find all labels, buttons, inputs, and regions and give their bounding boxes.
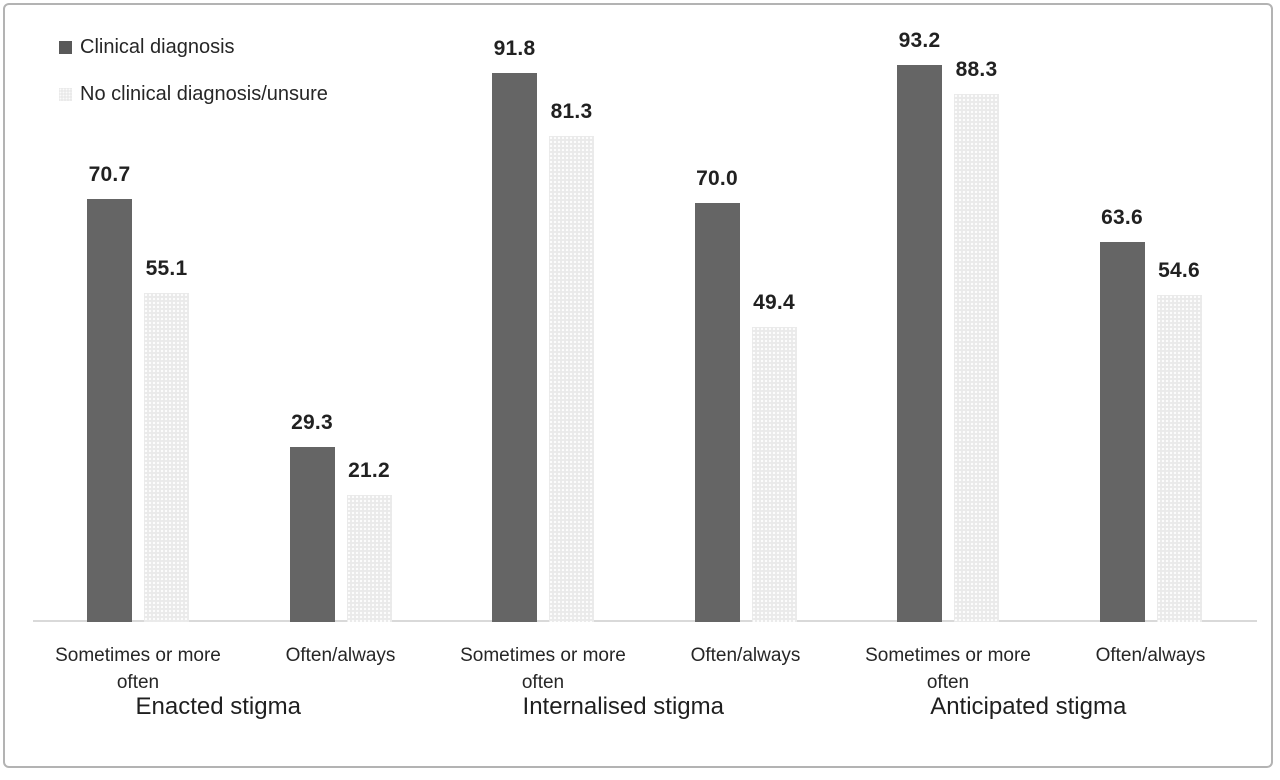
category-tick-label: Often/always [226, 642, 456, 669]
group-label-anticipated: Anticipated stigma [930, 693, 1127, 720]
category-tick-label-line: often [926, 672, 970, 693]
bar-value-label: 70.0 [696, 167, 738, 190]
bar-value-label: 21.2 [348, 459, 390, 482]
bar-no-clinical [954, 94, 999, 622]
bar-no-clinical [144, 293, 189, 622]
bar-clinical [897, 65, 942, 622]
bar-no-clinical [549, 136, 594, 622]
category-tick-label: Often/always [1036, 642, 1266, 669]
category-tick-label-line: Sometimes or more [55, 645, 221, 666]
category-tick-label: Sometimes or more often [428, 642, 658, 696]
category-tick-label: Sometimes or more often [23, 642, 253, 696]
category-tick-label-line: often [116, 672, 160, 693]
bar-value-label: 55.1 [145, 257, 188, 280]
bar-clinical [1099, 242, 1145, 622]
bar-value-label: 70.7 [88, 163, 131, 186]
category-tick-label-line: Often/always [690, 645, 801, 666]
bar-value-label: 91.8 [493, 37, 536, 60]
legend: Clinical diagnosis No clinical diagnosis… [59, 35, 328, 129]
category-tick-label-line: Sometimes or more [865, 645, 1031, 666]
legend-label-clinical: Clinical diagnosis [80, 35, 235, 58]
legend-label-no-clinical: No clinical diagnosis/unsure [80, 82, 328, 105]
bar-no-clinical [1156, 295, 1202, 622]
bar-no-clinical [751, 327, 797, 622]
bar-value-label: 93.2 [898, 29, 941, 52]
category-tick-label-line: Sometimes or more [460, 645, 626, 666]
group-label-internalised: Internalised stigma [522, 693, 724, 720]
x-axis-line [33, 620, 1257, 622]
legend-swatch-clinical-icon [59, 40, 72, 54]
category-tick-label-line: Often/always [285, 645, 396, 666]
category-tick-label-line: often [521, 672, 565, 693]
legend-item-clinical: Clinical diagnosis [59, 35, 328, 59]
plot-area: 70.7 55.1 Sometimes or more often 29.3 21.2 Of… [5, 5, 1280, 780]
bar-value-label: 54.6 [1158, 259, 1200, 282]
bar-value-label: 81.3 [550, 100, 593, 123]
legend-item-no-clinical: No clinical diagnosis/unsure [59, 82, 328, 106]
category-tick-label: Often/always [631, 642, 861, 669]
group-label-enacted: Enacted stigma [135, 693, 301, 720]
bar-clinical [87, 199, 132, 622]
category-tick-label-line: Often/always [1095, 645, 1206, 666]
bar-value-label: 63.6 [1101, 206, 1143, 229]
bar-no-clinical [346, 495, 392, 622]
category-tick-label: Sometimes or more often [833, 642, 1063, 696]
bar-value-label: 88.3 [955, 58, 998, 81]
bar-clinical [694, 203, 740, 622]
bar-value-label: 49.4 [753, 291, 795, 314]
bar-value-label: 29.3 [291, 411, 333, 434]
bar-clinical [492, 73, 537, 622]
chart-frame: Clinical diagnosis No clinical diagnosis… [3, 3, 1273, 768]
legend-swatch-no-clinical-icon [59, 87, 72, 101]
bar-clinical [289, 447, 335, 622]
